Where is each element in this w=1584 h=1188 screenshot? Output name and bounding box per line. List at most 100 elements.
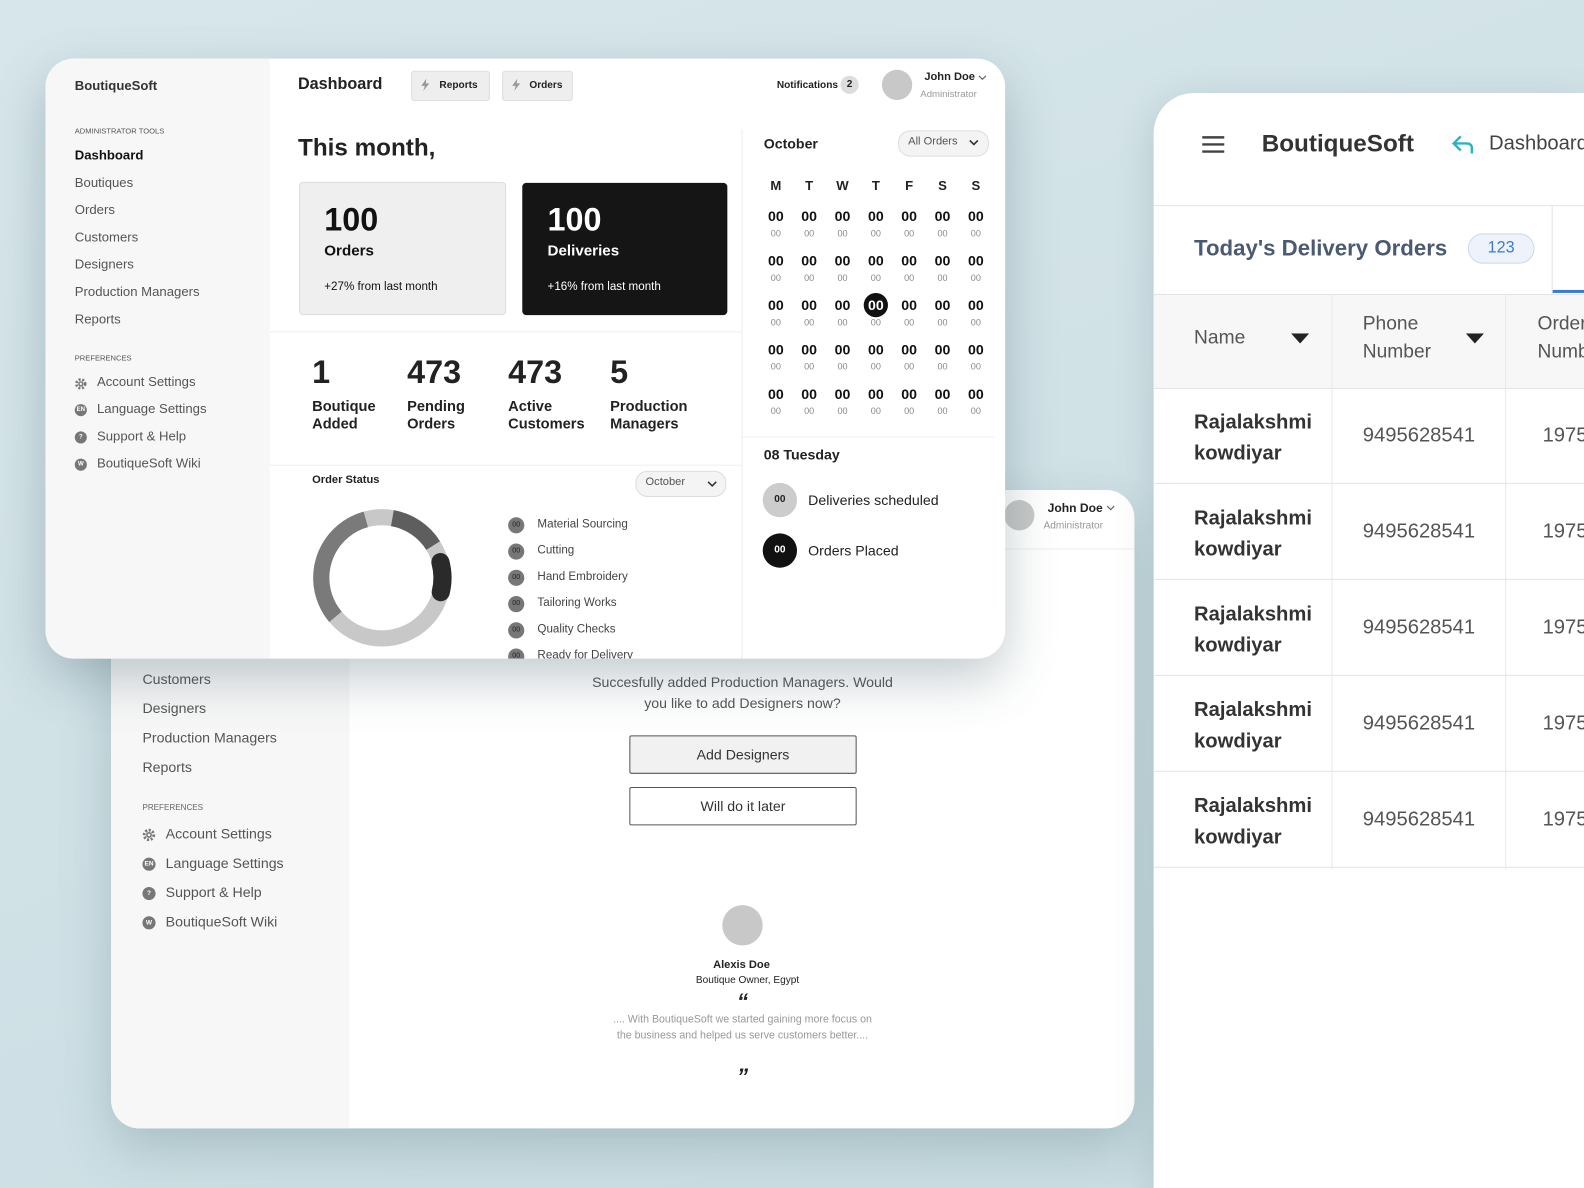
day-count: 00 [804, 272, 815, 283]
card-value: 100 [547, 201, 602, 238]
calendar-day[interactable]: 00 [767, 252, 784, 269]
nav-item[interactable]: Orders [74, 202, 115, 218]
nav-item[interactable]: Customers [74, 229, 139, 245]
calendar-day[interactable]: 00 [801, 341, 818, 358]
pref-item[interactable]: Support & Help [96, 428, 187, 444]
later-button[interactable]: Will do it later [629, 786, 857, 826]
user-name[interactable]: John Doe [924, 70, 975, 83]
notifications[interactable]: Notifications [776, 79, 839, 91]
card-value: 100 [324, 201, 379, 238]
calendar-day[interactable]: 00 [801, 296, 818, 314]
column-divider [1505, 293, 1507, 870]
calendar-day[interactable]: 00 [934, 208, 951, 225]
button-label[interactable]: Orders [529, 79, 563, 91]
sort-icon[interactable] [1465, 333, 1484, 344]
stat-value: 1 [312, 353, 331, 390]
calendar-day[interactable]: 00 [901, 385, 918, 403]
back-icon[interactable] [1451, 133, 1475, 155]
calendar-day[interactable]: 00 [967, 341, 984, 358]
calendar-day[interactable]: 00 [901, 208, 918, 225]
gear-glyph [75, 377, 87, 390]
calendar-day[interactable]: 00 [934, 341, 951, 358]
calendar-day[interactable]: 00 [934, 296, 951, 314]
reports-button[interactable] [411, 70, 490, 102]
calendar-day[interactable]: 00 [967, 296, 984, 314]
calendar-day[interactable]: 00 [867, 208, 884, 225]
tab-underline [1552, 289, 1584, 293]
day-count: 00 [937, 317, 948, 328]
nav-item[interactable]: Designers [74, 256, 134, 272]
nav-item[interactable]: Designers [142, 700, 207, 717]
calendar-day[interactable]: 00 [834, 341, 851, 358]
orders-button[interactable] [502, 70, 573, 102]
pref-item[interactable]: Support & Help [165, 883, 262, 901]
nav-item[interactable]: Reports [142, 758, 192, 775]
nav-item[interactable]: Boutiques [74, 174, 134, 190]
stage-label[interactable]: Quality Checks [537, 623, 616, 636]
calendar-day[interactable]: 00 [834, 252, 851, 269]
calendar-day[interactable]: 00 [834, 385, 851, 403]
day-count: 00 [904, 406, 915, 417]
calendar-day[interactable]: 00 [801, 208, 818, 225]
nav-item[interactable]: Reports [74, 311, 121, 327]
calendar-day[interactable]: 00 [867, 341, 884, 358]
column-header[interactable]: Order Number [1537, 313, 1584, 363]
nav-item[interactable]: Customers [142, 670, 211, 687]
nav-item[interactable]: Dashboard [74, 147, 144, 163]
day-count: 00 [904, 361, 915, 372]
nav-item[interactable]: Production Managers [142, 729, 277, 746]
calendar-day[interactable]: 00 [867, 385, 884, 403]
calendar-day[interactable]: 00 [801, 252, 818, 269]
user-name[interactable]: John Doe [1047, 501, 1103, 516]
pref-item[interactable]: Language Settings [165, 854, 284, 871]
dropdown-label[interactable]: October [645, 475, 686, 488]
pref-item[interactable]: BoutiqueSoft Wiki [165, 913, 278, 930]
pref-item[interactable]: Account Settings [96, 373, 196, 389]
pref-item[interactable]: BoutiqueSoft Wiki [96, 455, 201, 471]
bolt-icon [512, 78, 521, 91]
calendar-day[interactable]: 00 [767, 208, 784, 225]
stage-label[interactable]: Tailoring Works [537, 597, 617, 610]
calendar-day[interactable]: 00 [934, 385, 951, 403]
nav-item[interactable]: Production Managers [74, 283, 200, 300]
calendar-day[interactable]: 00 [834, 208, 851, 225]
menu-icon[interactable] [1202, 135, 1225, 153]
calendar-day[interactable]: 00 [967, 208, 984, 225]
cell-order: 1975 [1542, 712, 1584, 735]
stage-label[interactable]: Cutting [537, 544, 575, 557]
button-label[interactable]: Reports [439, 79, 478, 91]
dashboard-panel: BoutiqueSoft ADMINISTRATOR TOOLS PREFERE… [45, 58, 1006, 659]
avatar[interactable] [881, 69, 913, 101]
calendar-day[interactable]: 00 [801, 385, 818, 403]
calendar-day[interactable]: 00 [934, 252, 951, 269]
column-header[interactable]: Name [1194, 327, 1246, 349]
stage-label[interactable]: Hand Embroidery [537, 570, 628, 583]
calendar-day[interactable]: 00 [967, 385, 984, 403]
cell-order: 1975 [1542, 616, 1584, 639]
add-designers-button[interactable]: Add Designers [629, 735, 857, 774]
notification-badge[interactable]: 2 [840, 75, 859, 94]
pref-item[interactable]: Language Settings [96, 401, 207, 417]
calendar-day[interactable]: 00 [867, 252, 884, 269]
stage-label[interactable]: Ready for Delivery [537, 649, 633, 659]
calendar-day[interactable]: 00 [767, 341, 784, 358]
pref-item[interactable]: Account Settings [165, 825, 272, 842]
dropdown-label[interactable]: All Orders [908, 135, 958, 148]
nav-link[interactable]: Dashboard [1489, 132, 1584, 155]
calendar-day[interactable]: 00 [767, 296, 784, 314]
sort-icon[interactable] [1291, 333, 1310, 344]
selected-day[interactable] [863, 292, 888, 318]
calendar-day[interactable]: 00 [901, 252, 918, 269]
calendar-day[interactable]: 00 [867, 296, 884, 314]
calendar-day[interactable]: 00 [834, 296, 851, 314]
calendar-day[interactable]: 00 [901, 341, 918, 358]
pref-icon: EN [142, 857, 156, 871]
calendar-day[interactable]: 00 [901, 296, 918, 314]
order-status-title: Order Status [312, 473, 380, 486]
calendar-day[interactable]: 00 [967, 252, 984, 269]
day-count: 00 [870, 228, 881, 239]
column-header[interactable]: Phone Number [1362, 313, 1432, 363]
calendar-day[interactable]: 00 [767, 385, 784, 403]
stage-label[interactable]: Material Sourcing [537, 518, 628, 531]
avatar[interactable] [1004, 500, 1035, 531]
